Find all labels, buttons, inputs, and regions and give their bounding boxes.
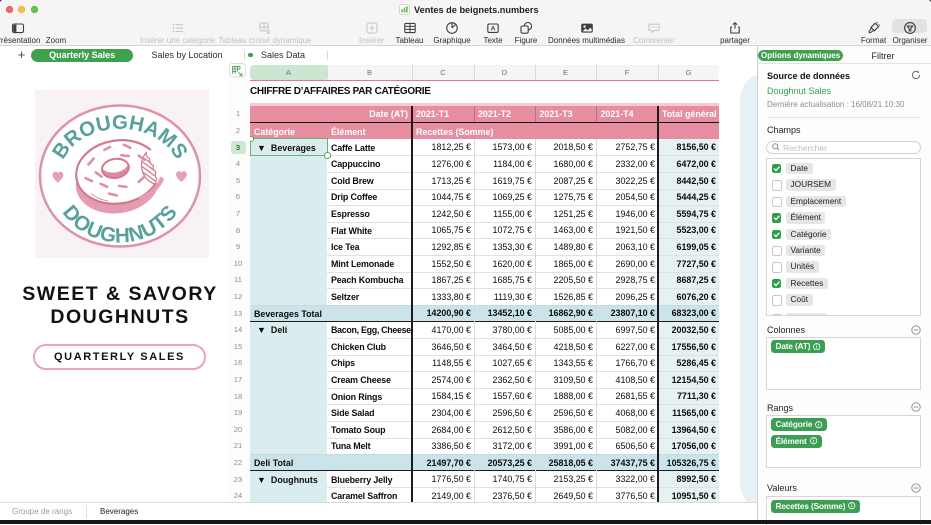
svg-text:A: A — [491, 26, 496, 33]
